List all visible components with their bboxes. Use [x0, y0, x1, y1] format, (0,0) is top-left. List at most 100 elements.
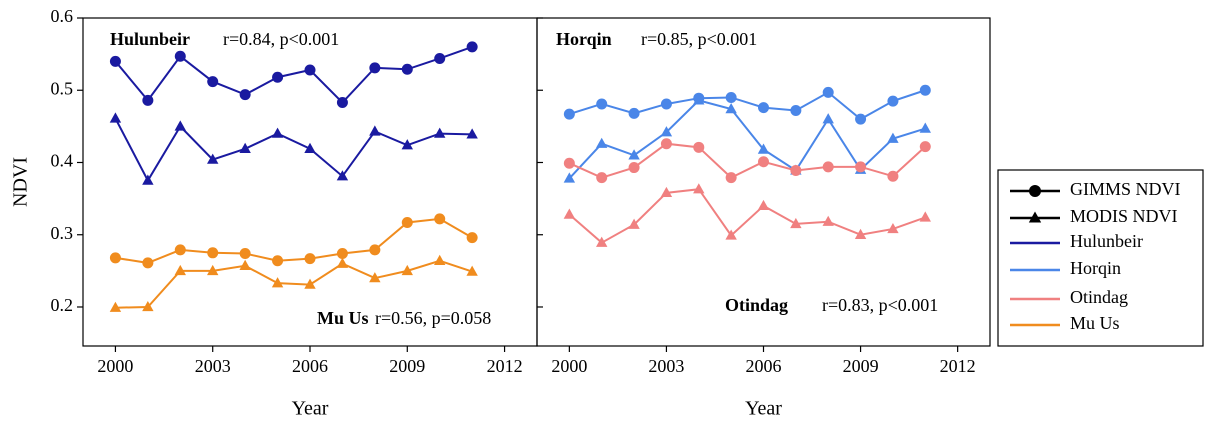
point [207, 264, 219, 276]
point [725, 172, 737, 184]
point [919, 84, 931, 96]
point [109, 301, 122, 312]
point [336, 257, 349, 268]
point [109, 112, 122, 123]
legend-label: Mu Us [1070, 313, 1120, 333]
annotation: Mu Us [317, 308, 369, 328]
legend-label: MODIS NDVI [1070, 206, 1178, 226]
series-line [115, 217, 473, 264]
point [919, 122, 931, 133]
x-tick-label: 2012 [487, 356, 523, 376]
point [596, 98, 608, 110]
y-tick-label: 0.2 [51, 295, 74, 315]
x-tick-label: 2009 [389, 356, 425, 376]
point [174, 50, 186, 62]
point [822, 86, 834, 98]
y-tick-label: 0.3 [51, 223, 74, 243]
point [693, 94, 705, 105]
legend-label: Horqin [1070, 258, 1121, 278]
point [336, 170, 349, 181]
point [434, 127, 446, 138]
annotation: Hulunbeir [110, 29, 190, 49]
point [239, 89, 251, 101]
point [725, 103, 737, 114]
point [563, 172, 576, 183]
point [109, 55, 121, 67]
legend-box [997, 169, 1204, 347]
point [401, 139, 413, 150]
point [693, 141, 705, 153]
point [563, 208, 576, 219]
series-line [568, 188, 926, 244]
point [271, 277, 284, 288]
point [725, 229, 737, 240]
point [628, 162, 640, 174]
annotation: Horqin [556, 29, 612, 49]
point [596, 236, 608, 247]
point [919, 211, 931, 222]
point [466, 265, 478, 276]
point [822, 215, 834, 226]
point [401, 63, 413, 75]
series-line [114, 45, 473, 104]
series-line [568, 99, 926, 180]
x-tick-label: 2000 [551, 356, 587, 376]
point [660, 98, 672, 110]
point [239, 259, 251, 271]
point [693, 183, 705, 194]
point [919, 141, 931, 153]
annotation: r=0.85, p<0.001 [641, 29, 757, 49]
legend-label: Hulunbeir [1070, 231, 1143, 251]
point [887, 222, 899, 234]
x-axis-label: Year [292, 398, 329, 420]
series-line [115, 259, 473, 309]
point [855, 161, 867, 173]
annotation: r=0.83, p<0.001 [822, 295, 938, 315]
point [790, 104, 802, 116]
point [887, 95, 899, 107]
point [271, 127, 284, 138]
legend-label: Otindag [1070, 287, 1128, 307]
point [725, 91, 737, 103]
point [369, 62, 381, 74]
series-line [568, 142, 926, 179]
x-tick-label: 2009 [843, 356, 879, 376]
point [466, 128, 478, 139]
point [563, 108, 575, 120]
y-tick-label: 0.6 [51, 6, 74, 26]
point [304, 253, 316, 265]
legend-marker [1028, 211, 1042, 223]
point [596, 137, 608, 148]
point [272, 71, 284, 83]
series-line [569, 89, 926, 121]
point [887, 132, 899, 143]
point [369, 272, 381, 283]
point [142, 257, 154, 269]
y-tick-label: 0.5 [51, 78, 74, 98]
point [239, 248, 251, 260]
annotation: r=0.84, p<0.001 [223, 29, 339, 49]
point [239, 142, 251, 153]
point [401, 264, 413, 276]
point [758, 156, 769, 168]
point [887, 170, 899, 182]
x-axis-label: Year [745, 398, 782, 420]
point [207, 76, 219, 88]
point [304, 142, 316, 153]
annotation: r=0.56, p=0.058 [375, 308, 491, 328]
point [304, 64, 316, 76]
point [628, 218, 640, 229]
point [466, 41, 478, 53]
point [142, 174, 154, 185]
point [434, 254, 446, 265]
point [628, 149, 640, 160]
point [596, 172, 608, 184]
point [660, 126, 673, 137]
x-tick-label: 2006 [292, 356, 328, 376]
point [336, 97, 348, 109]
series-line [114, 117, 473, 183]
point [434, 52, 446, 64]
point [369, 125, 381, 136]
point [109, 252, 121, 264]
